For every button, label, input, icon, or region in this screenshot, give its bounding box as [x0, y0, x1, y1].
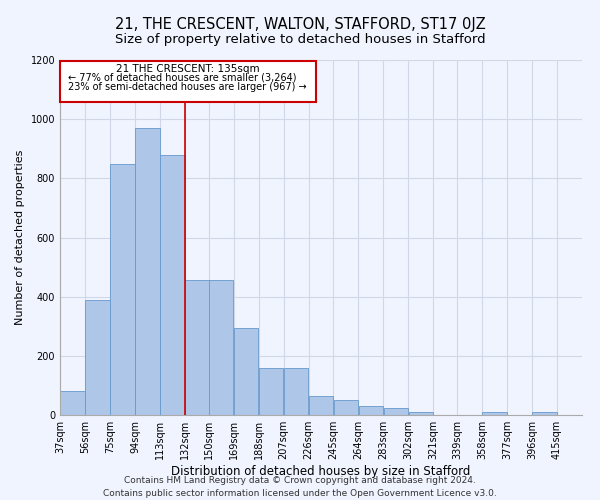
Bar	[209, 280, 233, 415]
Bar	[284, 368, 308, 415]
X-axis label: Distribution of detached houses by size in Stafford: Distribution of detached houses by size …	[172, 465, 470, 478]
Bar	[185, 280, 209, 415]
Bar	[359, 406, 383, 415]
Text: Contains HM Land Registry data © Crown copyright and database right 2024.
Contai: Contains HM Land Registry data © Crown c…	[103, 476, 497, 498]
Text: ← 77% of detached houses are smaller (3,264): ← 77% of detached houses are smaller (3,…	[68, 72, 296, 83]
Bar	[482, 412, 507, 415]
Bar	[110, 164, 134, 415]
Y-axis label: Number of detached properties: Number of detached properties	[15, 150, 25, 325]
Bar	[234, 328, 258, 415]
Text: Size of property relative to detached houses in Stafford: Size of property relative to detached ho…	[115, 32, 485, 46]
Text: 21 THE CRESCENT: 135sqm: 21 THE CRESCENT: 135sqm	[116, 64, 260, 74]
Bar	[334, 400, 358, 415]
Bar	[409, 412, 433, 415]
Bar	[85, 300, 110, 415]
Bar	[532, 412, 557, 415]
Bar	[61, 392, 85, 415]
Text: 23% of semi-detached houses are larger (967) →: 23% of semi-detached houses are larger (…	[68, 82, 307, 92]
Bar	[259, 368, 283, 415]
Bar	[384, 408, 408, 415]
Text: 21, THE CRESCENT, WALTON, STAFFORD, ST17 0JZ: 21, THE CRESCENT, WALTON, STAFFORD, ST17…	[115, 18, 485, 32]
Bar	[309, 396, 333, 415]
FancyBboxPatch shape	[60, 61, 316, 102]
Bar	[160, 154, 185, 415]
Bar	[135, 128, 160, 415]
